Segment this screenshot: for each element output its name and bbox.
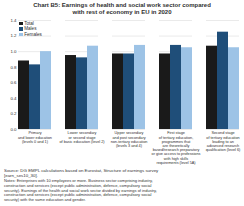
svg-text:1.0: 1.0: [10, 49, 17, 54]
svg-text:1.4: 1.4: [10, 18, 17, 23]
html-text:Females: Females: [24, 31, 42, 37]
svg-text:1.2: 1.2: [10, 33, 17, 38]
html-text:Source: DG EMPL calculations b: Source: DG EMPL calculations based on Eu…: [4, 167, 159, 178]
html-text:Males: Males: [24, 26, 37, 32]
html-text:Total: Total: [24, 20, 34, 26]
svg-text:0.6: 0.6: [10, 80, 17, 85]
svg-text:First stageof tertiary educati: First stageof tertiary education,program…: [152, 131, 201, 164]
svg-text:0.2: 0.2: [10, 111, 17, 116]
svg-text:Primaryand lower education(lev: Primaryand lower education(levels 0 and …: [18, 131, 52, 143]
svg-text:0.0: 0.0: [10, 127, 17, 132]
html-text:Chart B5: Earnings of health a: Chart B5: Earnings of health and social …: [33, 2, 211, 15]
html-text:Notes: Enterprises with 10 emp: Notes: Enterprises with 10 employees or …: [4, 178, 157, 202]
svg-text:Upper secondaryand post second: Upper secondaryand post secondarynon-ter…: [111, 131, 148, 148]
svg-text:Lower secondaryor second stage: Lower secondaryor second stageof basic e…: [59, 131, 105, 143]
svg-text:0.8: 0.8: [10, 64, 17, 69]
svg-text:Second stageof tertiary educat: Second stageof tertiary educationleading…: [206, 131, 241, 152]
svg-text:0.4: 0.4: [10, 96, 17, 101]
